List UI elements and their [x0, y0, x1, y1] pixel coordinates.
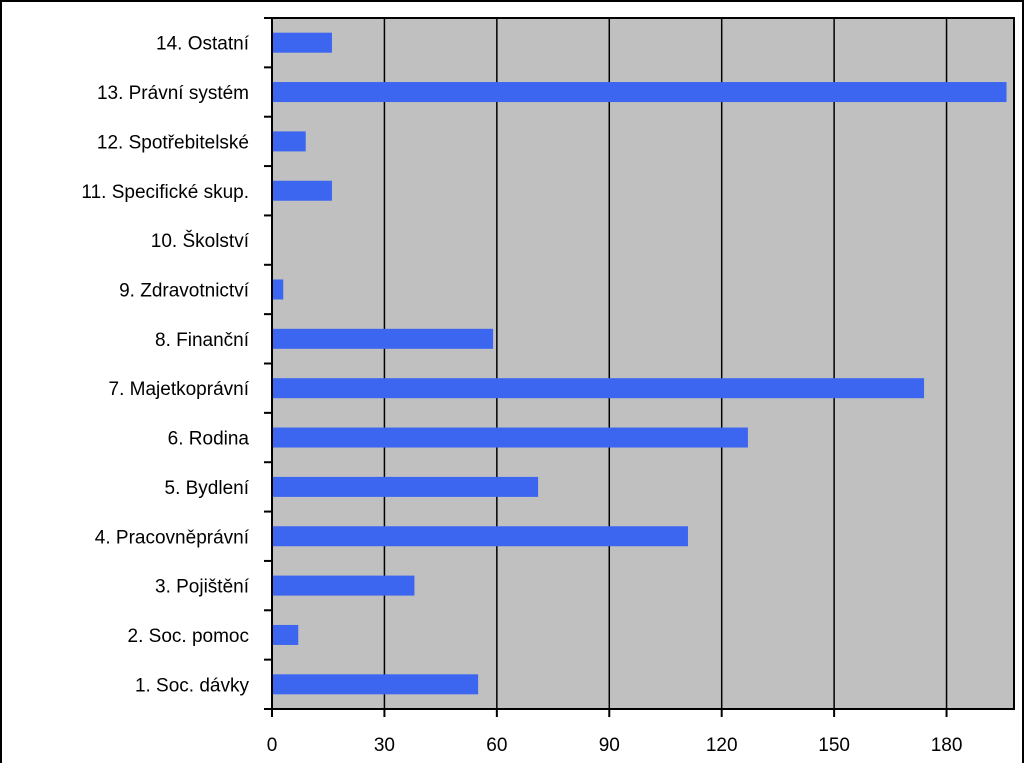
category-label: 2. Soc. pomoc — [128, 626, 249, 647]
x-tick-label: 30 — [374, 735, 395, 756]
bar-14 — [272, 32, 332, 53]
bar-5 — [272, 476, 539, 497]
bar-4 — [272, 526, 688, 547]
gridlines — [383, 18, 948, 709]
bar-9 — [272, 279, 284, 300]
x-tick-label: 60 — [486, 735, 507, 756]
bar-6 — [272, 427, 748, 448]
tick-labels: 0 30 60 90 120 150 180 — [267, 735, 963, 756]
category-label: 11. Specifické skup. — [81, 182, 249, 203]
bar-1 — [272, 674, 479, 695]
category-label: 5. Bydlení — [165, 478, 250, 499]
category-label: 4. Pracovněprávní — [95, 527, 250, 548]
bar-12 — [272, 131, 306, 152]
bar-2 — [272, 624, 299, 645]
category-label: 7. Majetkoprávní — [109, 379, 250, 400]
x-tick-label: 150 — [818, 735, 850, 756]
x-tick-label: 0 — [267, 735, 278, 756]
bars — [272, 32, 1007, 695]
x-tick-label: 90 — [599, 735, 620, 756]
bar-11 — [272, 180, 332, 201]
bar-13 — [272, 82, 1007, 103]
axes — [264, 17, 1014, 717]
bar-7 — [272, 378, 925, 399]
category-label: 1. Soc. dávky — [135, 675, 250, 696]
category-label: 8. Finanční — [155, 330, 250, 351]
plot-area — [271, 17, 1015, 710]
bar-3 — [272, 575, 415, 596]
category-label: 13. Právní systém — [97, 83, 249, 104]
category-label: 3. Pojištění — [155, 577, 250, 598]
category-label: 10. Školství — [151, 230, 250, 252]
category-label: 6. Rodina — [168, 429, 250, 450]
category-label: 14. Ostatní — [156, 34, 250, 55]
bar-8 — [272, 328, 494, 349]
x-tick-label: 120 — [706, 735, 738, 756]
category-label: 9. Zdravotnictví — [119, 280, 250, 301]
x-tick-label: 180 — [931, 735, 963, 756]
category-labels: 1. Soc. dávky 2. Soc. pomoc 3. Pojištění 4.… — [81, 34, 249, 697]
category-label: 12. Spotřebitelské — [97, 132, 249, 153]
